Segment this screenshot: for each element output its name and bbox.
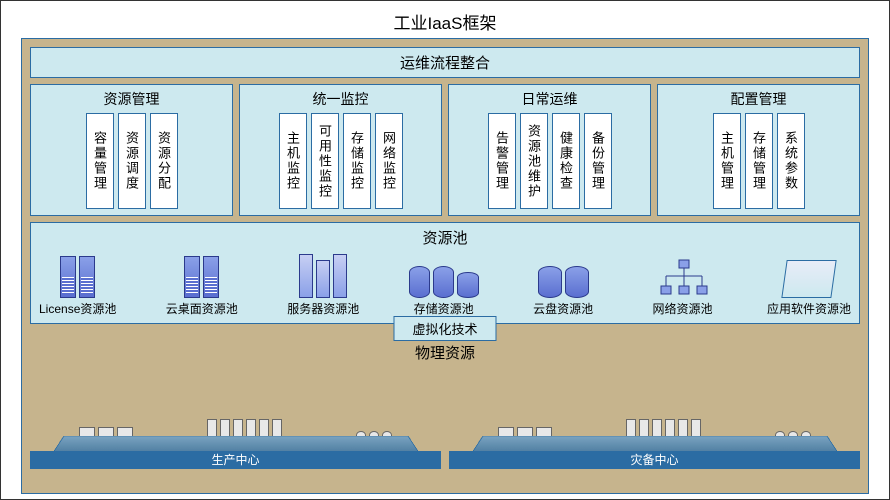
pool-server: 服务器资源池 <box>287 250 359 317</box>
mgmt-monitor: 统一监控 主机监控 可用性监控 存储监控 网络监控 <box>239 84 442 216</box>
diagram-frame: 工业IaaS框架 运维流程整合 资源管理 容量管理 资源调度 资源分配 统一监控… <box>0 0 890 500</box>
pool-label: 网络资源池 <box>653 300 713 317</box>
mgmt-config: 配置管理 主机管理 存储管理 系统参数 <box>657 84 860 216</box>
main-title: 工业IaaS框架 <box>21 9 869 34</box>
sub-item: 备份管理 <box>584 113 612 209</box>
pool-title: 资源池 <box>39 227 851 248</box>
pool-row: License资源池 云桌面资源池 服务器资源池 存储资源池 云盘资源池 <box>39 250 851 317</box>
platform: 灾备中心 <box>449 419 860 469</box>
sub-item: 容量管理 <box>86 113 114 209</box>
sub-item: 资源池维护 <box>520 113 548 209</box>
network-icon <box>648 250 718 298</box>
outer-container: 运维流程整合 资源管理 容量管理 资源调度 资源分配 统一监控 主机监控 可用性… <box>21 38 869 494</box>
sub-item: 健康检查 <box>552 113 580 209</box>
sub-row: 容量管理 资源调度 资源分配 <box>37 113 226 209</box>
platform-label: 灾备中心 <box>449 451 860 469</box>
pool-label: License资源池 <box>39 300 116 317</box>
sub-item: 存储管理 <box>745 113 773 209</box>
pool-label: 服务器资源池 <box>287 300 359 317</box>
app-icon <box>774 250 844 298</box>
rack-icon <box>167 250 237 298</box>
sub-item: 告警管理 <box>488 113 516 209</box>
pool-label: 应用软件资源池 <box>767 300 851 317</box>
pool-cloud-disk: 云盘资源池 <box>528 250 598 317</box>
sub-item: 系统参数 <box>777 113 805 209</box>
server-icon <box>288 250 358 298</box>
dc-stage: 网络 服务器 存储 灾备中心 <box>449 369 860 485</box>
pool-label: 云桌面资源池 <box>166 300 238 317</box>
sub-item: 资源分配 <box>150 113 178 209</box>
platform: 生产中心 <box>30 419 441 469</box>
physical-row: 网络 服务器 存储 生产中心 <box>30 369 860 485</box>
mgmt-title: 日常运维 <box>455 89 644 109</box>
platform-label: 生产中心 <box>30 451 441 469</box>
virtualization-tag: 虚拟化技术 <box>393 316 496 341</box>
sub-item: 主机管理 <box>713 113 741 209</box>
mgmt-title: 统一监控 <box>246 89 435 109</box>
dc-stage: 网络 服务器 存储 生产中心 <box>30 369 441 485</box>
physical-title: 物理资源 <box>30 342 860 363</box>
sub-row: 主机监控 可用性监控 存储监控 网络监控 <box>246 113 435 209</box>
datacenter-production: 网络 服务器 存储 生产中心 <box>30 369 441 485</box>
ops-integration-bar: 运维流程整合 <box>30 47 860 78</box>
sub-item: 主机监控 <box>279 113 307 209</box>
cylinder-icon <box>528 250 598 298</box>
cylinder-icon <box>409 250 479 298</box>
mgmt-ops: 日常运维 告警管理 资源池维护 健康检查 备份管理 <box>448 84 651 216</box>
pool-network: 网络资源池 <box>648 250 718 317</box>
sub-row: 告警管理 资源池维护 健康检查 备份管理 <box>455 113 644 209</box>
pool-app-software: 应用软件资源池 <box>767 250 851 317</box>
sub-item: 存储监控 <box>343 113 371 209</box>
pool-license: License资源池 <box>39 250 116 317</box>
mgmt-title: 配置管理 <box>664 89 853 109</box>
pool-label: 云盘资源池 <box>533 300 593 317</box>
pool-storage: 存储资源池 <box>409 250 479 317</box>
mgmt-title: 资源管理 <box>37 89 226 109</box>
pool-cloud-desktop: 云桌面资源池 <box>166 250 238 317</box>
sub-item: 可用性监控 <box>311 113 339 209</box>
management-row: 资源管理 容量管理 资源调度 资源分配 统一监控 主机监控 可用性监控 存储监控… <box>30 84 860 216</box>
sub-row: 主机管理 存储管理 系统参数 <box>664 113 853 209</box>
datacenter-dr: 网络 服务器 存储 灾备中心 <box>449 369 860 485</box>
resource-pool-box: 资源池 License资源池 云桌面资源池 服务器资源池 存储资源池 <box>30 222 860 324</box>
mgmt-resource: 资源管理 容量管理 资源调度 资源分配 <box>30 84 233 216</box>
sub-item: 网络监控 <box>375 113 403 209</box>
sub-item: 资源调度 <box>118 113 146 209</box>
pool-label: 存储资源池 <box>414 300 474 317</box>
rack-icon <box>43 250 113 298</box>
